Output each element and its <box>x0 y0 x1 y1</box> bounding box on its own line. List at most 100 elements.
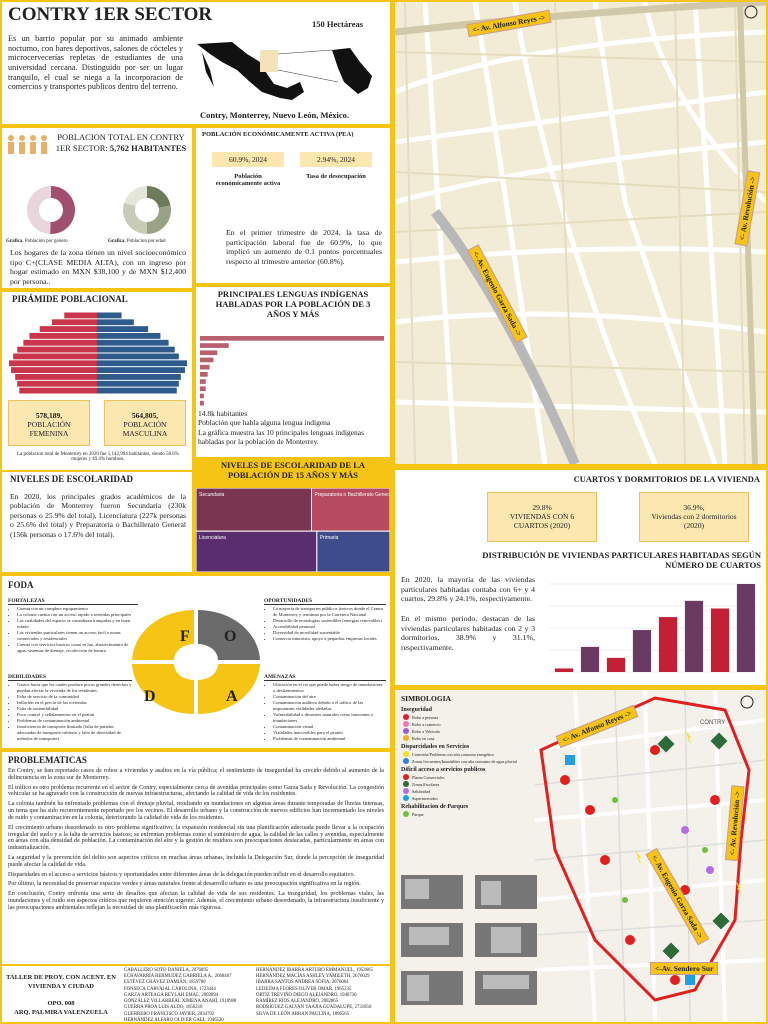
female-label: POBLACIÓN FEMENINA <box>27 420 71 438</box>
legend-label: Robo en casa <box>412 735 435 741</box>
foda-item: Insuficiencia de transporte limitado (fa… <box>17 724 132 742</box>
rooms-text: En 2020, la mayoría de las viviendas par… <box>401 575 535 653</box>
female-card: 578,189, POBLACIÓN FEMENINA <box>8 400 90 446</box>
student-name: RODRÍGUEZ GALVAN YAAJIA GUADALUPE, 27318… <box>256 1005 372 1011</box>
foda-item: Contaminación visual <box>273 724 386 730</box>
treemap-panel: Secundaria Preparatoria o Bachillerato Ge… <box>196 488 390 572</box>
schooling-text: En 2020, los principales grados académic… <box>10 492 186 539</box>
age-caption: Grafica. Poblacion por edad <box>108 239 166 244</box>
foda-item: Poco control y señalamientos en el peató… <box>17 712 132 718</box>
language-bar <box>200 393 204 399</box>
pyramid-bar-male <box>97 387 177 394</box>
legend-group-title: Dificil acceso a servicios publicos <box>401 767 486 773</box>
rooms-card: 36.9%, Viviendas con 2 dormitorios (2020) <box>639 492 749 542</box>
population-unit: HABITANTES <box>131 143 187 154</box>
pyramid-panel: PIRÁMIDE POBLACIONAL 578,189, POBLACIÓN F… <box>2 292 192 470</box>
colony-label: CONTRY <box>700 720 726 726</box>
pea-card: 2.94%, 2024 Tasa de desocupación <box>296 148 376 220</box>
language-bar <box>200 350 218 356</box>
treemap-title: NIVELES DE ESCOLARIDAD DE LA POBLACIÓN D… <box>220 460 366 480</box>
legend-swatch <box>403 714 409 720</box>
student-name: ORTIZ TREVIÑO DIEGO ALEJANDRO, 1946730 <box>256 992 357 998</box>
people-icons <box>8 135 47 154</box>
foda-section: DEBILIDADESGastos hacia que las cuales p… <box>8 674 132 742</box>
pea-label: Tasa de desocupación <box>306 173 366 180</box>
caption-bold: Grafica <box>6 239 23 244</box>
pyramid-bar-female <box>13 353 97 360</box>
languages-title: PRINCIPALES LENGUAS INDÍGENAS HABLADAS P… <box>215 289 371 319</box>
problems-title: PROBLEMATICAS <box>8 755 87 765</box>
treemap-cell <box>316 530 390 572</box>
problem-paragraph: El crecimiento urbano desordenado es otr… <box>8 824 384 852</box>
legend-swatch <box>403 751 409 757</box>
area: 150 Hectáreas <box>312 19 364 29</box>
student-name: GUERRERO FRANCISCO JAVIER, 2034792 <box>124 1011 215 1017</box>
foda-section: FORTALEZASCuenta con un completo equipam… <box>8 598 138 654</box>
problem-paragraph: Por último, la necesidad de preservar es… <box>8 881 361 888</box>
languages-subtitle: Población que habla alguna lengua indíge… <box>198 418 331 428</box>
pea-text: En el primer trimestre de 2024, la tasa … <box>226 228 382 267</box>
student-name: GUERRA PROA LUIS ALDO, 1856218 <box>124 1005 203 1011</box>
legend-swatch <box>403 774 409 780</box>
legend-group-title: Rehabilitacion de Parques <box>401 804 469 810</box>
foda-heading: OPORTUNIDADES <box>264 598 386 605</box>
pea-value: 2.94%, 2024 <box>300 152 372 167</box>
legend-item: Planta Comerciales <box>403 774 531 780</box>
foda-heading: DEBILIDADES <box>8 674 132 681</box>
pyramid-bar-female <box>9 360 97 367</box>
problem-paragraph: Disparidades en el acceso a servicios bá… <box>8 871 356 878</box>
foda-item: Inflación en el precio de las viviendas <box>17 700 132 706</box>
location: Contry, Monterrey, Nuevo León, México. <box>200 110 350 120</box>
foda-list: Gastos hacia que las cuales produce poco… <box>8 682 132 742</box>
legend-item: Zonas frecuentes/Inundables con alta con… <box>403 758 531 764</box>
mexico-map <box>197 42 372 100</box>
student-name: CABALLERO SOTO DANIELA, 2076095 <box>124 968 209 973</box>
foda-item: Vialidades inaccesibles para el peatón <box>273 730 386 736</box>
treemap-label: Secundaria <box>199 492 225 498</box>
rooms-bar <box>710 608 730 672</box>
rooms-bar <box>658 617 678 672</box>
foda-item: La colonia cuenta con un acceso rapido a… <box>17 612 138 618</box>
languages-text: 14.8k habitantes Población que habla algu… <box>198 409 384 447</box>
rooms-card: 29.8% VIVIENDAS CON 6 CUARTOS (2020) <box>487 492 597 542</box>
problem-paragraph: El tráfico es otro problema recurrente e… <box>8 784 384 798</box>
languages-total: 14.8k habitantes <box>198 409 248 418</box>
pea-label: Población económicamente activa <box>215 173 281 187</box>
pea-title: POBLACIÓN ECONÓMICAMENTE ACTIVA (PEA) <box>202 131 354 138</box>
student-name: HERNÁNDEZ MACÍAS ASHLEY YAMILETH, 207602… <box>256 974 370 980</box>
foda-list: La mayoría de transportes públicos (micr… <box>264 606 386 642</box>
legend-item: Conexión/Problema con alta consumo energ… <box>403 751 531 757</box>
student-name: ECHAVARRÍA BERMUDEZ GABRIELA A., 2068467 <box>124 974 232 980</box>
foda-item: Cuenta con servicios basicos como es luz… <box>17 642 138 654</box>
legend-swatch <box>403 735 409 741</box>
student-name: SILVA DE LEÓN ABRAN PAULINA, 1896565 <box>256 1011 350 1017</box>
donut-slice <box>147 186 171 208</box>
pyramid-chart <box>9 312 187 394</box>
pyramid-bar-male <box>97 346 175 353</box>
rooms-label: Viviendas con 2 dormitorios (2020) <box>651 512 737 530</box>
student-name: FONSECA CARVAJAL CAROLINA, 1723444 <box>124 986 216 992</box>
problems-panel: PROBLEMATICAS En Contry, se han reportad… <box>2 752 390 964</box>
pyramid-bar-male <box>97 326 149 332</box>
legend-label: Zonas frecuentes/Inundables con alta con… <box>412 758 518 764</box>
pyramid-bar-male <box>97 353 179 360</box>
foda-item: Problemas de contaminación ambiental <box>17 718 132 724</box>
pyramid-bar-female <box>17 380 97 387</box>
foda-title: FODA <box>8 580 34 590</box>
legend-label: Conexión/Problema con alta consumo energ… <box>412 751 495 757</box>
pyramid-bar-female <box>23 339 98 346</box>
pea-card: 60.9%, 2024 Población económicamente acti… <box>208 148 288 220</box>
pea-panel: POBLACIÓN ECONÓMICAMENTE ACTIVA (PEA) En… <box>196 128 390 283</box>
treemap-label: Preparatoria o Bachillerato General <box>315 492 390 498</box>
pyramid-bar-male <box>97 380 179 387</box>
foda-item: Falta de servicio de la comunidad <box>17 694 132 700</box>
student-name: GARZA ARTEAGA REYLAH EMAL, 2082894 <box>124 992 219 998</box>
foda-diagram <box>132 610 260 714</box>
foda-section: AMENAZASUbicación en el rio que puede ha… <box>264 674 386 742</box>
legend-item: Robo a Vehiculo <box>403 728 531 734</box>
donut-slice <box>123 202 147 234</box>
legend-item: Supermercados <box>403 795 531 801</box>
rooms-bar <box>684 600 704 672</box>
foda-list: Cuenta con un completo equipamientoLa co… <box>8 606 138 654</box>
